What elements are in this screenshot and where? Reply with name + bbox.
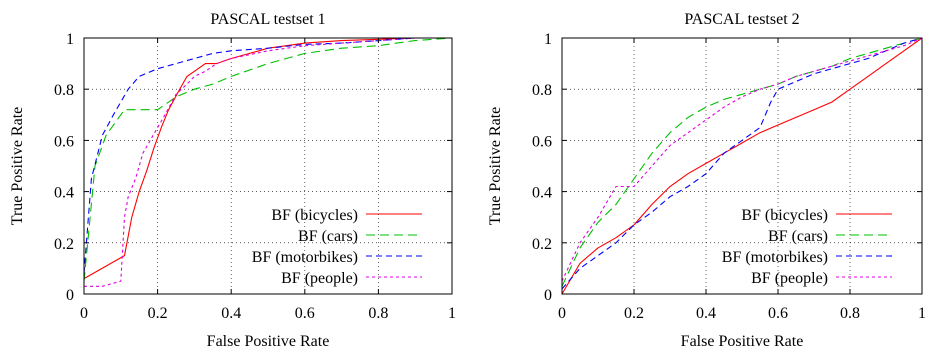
x-tick-label: 1 — [448, 305, 456, 322]
y-tick-label: 0.2 — [54, 236, 74, 253]
series-line-4 — [84, 37, 452, 287]
y-tick-label: 1 — [66, 31, 74, 48]
plot-frame — [561, 37, 923, 295]
y-axis-label: True Positive Rate — [487, 107, 504, 226]
x-tick-label: 0.2 — [624, 305, 644, 322]
series-line-1 — [561, 37, 923, 295]
series-line-3 — [83, 37, 452, 274]
legend-label: BF (people) — [281, 270, 358, 287]
y-tick-label: 0.8 — [532, 82, 552, 99]
plot-frame — [83, 37, 453, 295]
x-tick-label: 0.2 — [148, 305, 168, 322]
series-line-1 — [83, 37, 452, 280]
y-tick-label: 0 — [66, 287, 74, 304]
y-tick-label: 0.2 — [532, 236, 552, 253]
y-tick-label: 0.8 — [54, 82, 74, 99]
y-tick-label: 0.6 — [54, 133, 74, 150]
x-tick-label: 0.4 — [696, 305, 716, 322]
chart-title: PASCAL testset 2 — [684, 11, 799, 28]
x-axis-label: False Positive Rate — [207, 333, 330, 350]
x-tick-label: 0.6 — [295, 305, 315, 322]
x-tick-label: 0.6 — [768, 305, 788, 322]
x-tick-label: 0 — [558, 305, 566, 322]
series-line-4 — [561, 37, 923, 282]
legend-label: BF (bicycles) — [741, 207, 828, 224]
y-tick-label: 0 — [544, 287, 552, 304]
chart-1: 0 0.2 0.4 0.6 0.8 1 0 0.2 0.4 0.6 0.8 1 PASCAL tests… — [9, 11, 456, 350]
series-line-2 — [83, 37, 453, 282]
chart-2: 0 0.2 0.4 0.6 0.8 1 0 0.2 0.4 0.6 0.8 1 PASCAL tests… — [487, 11, 926, 350]
x-axis-label: False Positive Rate — [681, 333, 804, 350]
y-tick-label: 0.6 — [532, 133, 552, 150]
legend-label: BF (cars) — [298, 228, 358, 245]
y-axis-label: True Positive Rate — [9, 107, 26, 226]
y-tick-label: 1 — [544, 31, 552, 48]
chart-title: PASCAL testset 1 — [210, 11, 325, 28]
x-tick-label: 0.4 — [221, 305, 241, 322]
legend-label: BF (motorbikes) — [252, 249, 358, 266]
legend-label: BF (people) — [751, 270, 828, 287]
series-line-3 — [561, 37, 923, 290]
x-tick-label: 0.8 — [368, 305, 388, 322]
series-line-2 — [561, 37, 923, 287]
legend-label: BF (bicycles) — [271, 207, 358, 224]
legend-label: BF (cars) — [768, 228, 828, 245]
y-tick-label: 0.4 — [54, 185, 74, 202]
x-tick-label: 1 — [918, 305, 926, 322]
y-tick-label: 0.4 — [532, 185, 552, 202]
legend-label: BF (motorbikes) — [722, 249, 828, 266]
x-tick-label: 0 — [80, 305, 88, 322]
x-tick-label: 0.8 — [840, 305, 860, 322]
